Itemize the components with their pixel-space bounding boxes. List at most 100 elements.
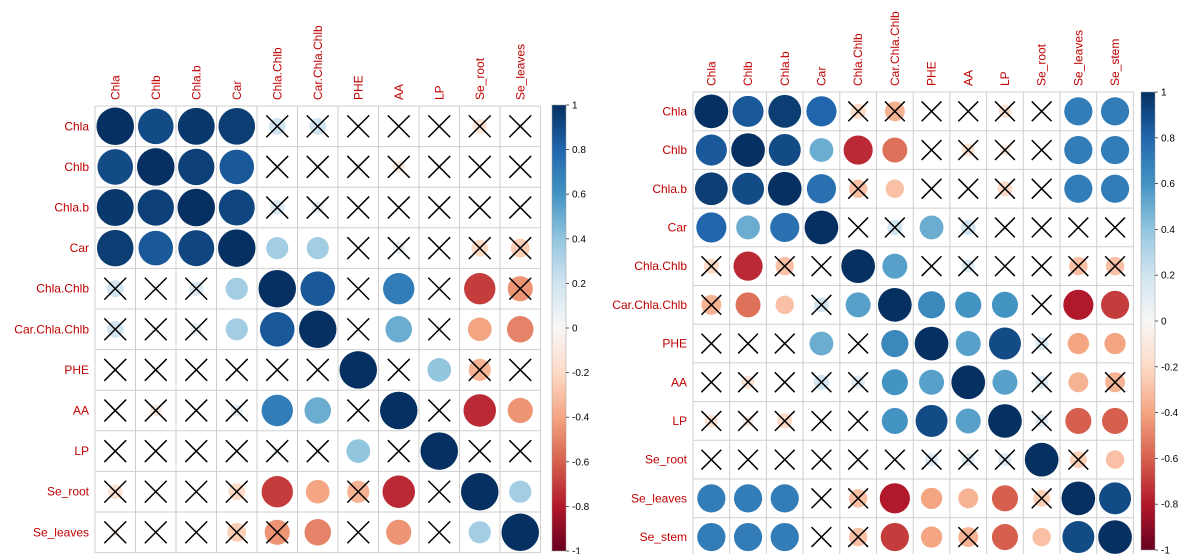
corr-cell [733, 522, 763, 552]
colorbar-tick-label: -1 [1161, 546, 1170, 554]
corr-cell [1064, 135, 1093, 165]
corr-cell [809, 331, 834, 356]
corr-circle [1099, 482, 1132, 515]
insignificant-cross-icon [103, 358, 127, 382]
corr-cell [951, 365, 986, 400]
corr-cell [774, 255, 796, 277]
insignificant-cross-icon [103, 317, 127, 341]
corr-circle [1105, 450, 1125, 469]
corr-cell [994, 100, 1016, 122]
corr-cell [994, 449, 1016, 471]
insignificant-cross-icon [957, 100, 979, 122]
corr-cell [1031, 333, 1053, 354]
corr-cell [774, 410, 796, 432]
corr-circle [1102, 407, 1129, 435]
insignificant-cross-icon [1031, 139, 1053, 161]
insignificant-cross-icon [265, 114, 289, 138]
corr-cell [346, 114, 370, 138]
insignificant-cross-icon [468, 155, 492, 179]
corr-cell [178, 148, 215, 186]
corr-cell [103, 399, 127, 422]
corr-circle [845, 292, 871, 318]
corr-cell [880, 522, 909, 552]
corr-circle [841, 249, 876, 283]
corr-cell [225, 318, 248, 341]
corr-circle [919, 369, 945, 395]
insignificant-cross-icon [346, 155, 370, 179]
colorbar-tick-label: 0.6 [1161, 179, 1175, 190]
corr-circle [1100, 174, 1130, 203]
insignificant-cross-icon [957, 178, 979, 200]
corr-cell [468, 196, 492, 219]
corr-cell [1065, 407, 1092, 435]
corr-cell [1067, 332, 1090, 355]
corr-circle [917, 291, 946, 319]
column-label: Se_leaves [513, 44, 527, 100]
corr-cell [144, 277, 168, 301]
corr-circle [1068, 372, 1089, 393]
corr-circle [137, 148, 175, 186]
corr-cell [218, 189, 255, 226]
corr-cell [306, 155, 330, 179]
corr-cell [1032, 527, 1051, 547]
corr-cell [806, 174, 837, 204]
corr-cell [306, 196, 330, 219]
corr-circle [696, 212, 727, 243]
insignificant-cross-icon [346, 480, 370, 504]
corr-circle [178, 230, 215, 267]
corr-cell [1064, 174, 1093, 203]
insignificant-cross-icon [1031, 255, 1053, 277]
row-label: Car [70, 241, 89, 255]
corr-cell [346, 196, 370, 219]
insignificant-cross-icon [811, 487, 832, 509]
insignificant-cross-icon [847, 333, 869, 354]
corr-cell [265, 196, 289, 219]
corr-circle [427, 358, 452, 382]
insignificant-cross-icon [847, 449, 869, 471]
insignificant-cross-icon [103, 399, 127, 422]
insignificant-cross-icon [921, 178, 942, 200]
corr-cell [811, 449, 832, 471]
corr-circle [261, 394, 293, 427]
insignificant-cross-icon [847, 410, 869, 432]
corr-cell [306, 114, 330, 138]
colorbar-tick-label: -0.6 [572, 457, 590, 468]
insignificant-cross-icon [346, 317, 370, 341]
insignificant-cross-icon [737, 333, 759, 354]
colorbar-tick-label: 0.2 [572, 279, 586, 290]
corr-cell [386, 519, 412, 545]
corr-cell [957, 526, 979, 548]
corr-circle [955, 291, 982, 318]
corr-cell [346, 236, 370, 260]
column-label: Se_leaves [1071, 30, 1085, 86]
corr-cell [299, 310, 337, 349]
corr-cell [1031, 487, 1053, 509]
corr-cell [346, 399, 370, 422]
insignificant-cross-icon [225, 358, 249, 382]
row-label: Se_leaves [33, 525, 89, 539]
column-label: Se_stem [1108, 39, 1122, 86]
insignificant-cross-icon [1031, 487, 1053, 509]
corr-cell [1100, 135, 1130, 165]
corr-cell [508, 236, 532, 260]
insignificant-cross-icon [508, 439, 532, 463]
corr-cell [881, 369, 908, 396]
corr-cell [700, 294, 722, 316]
corr-cell [184, 399, 208, 422]
corr-cell [770, 484, 799, 513]
corr-cell [137, 148, 175, 186]
corr-cell [809, 138, 834, 162]
corr-cell [806, 96, 837, 127]
corr-circle [468, 521, 491, 544]
insignificant-cross-icon [847, 100, 869, 122]
corr-circle [259, 312, 295, 347]
row-label: Se_root [645, 453, 688, 467]
corr-circle [736, 215, 760, 240]
corr-cell [847, 487, 869, 509]
corr-cell [737, 410, 759, 432]
corr-cell [144, 317, 168, 341]
insignificant-cross-icon [346, 196, 370, 219]
corr-cell [468, 155, 492, 179]
insignificant-cross-icon [265, 439, 289, 463]
corr-cell [137, 189, 174, 226]
